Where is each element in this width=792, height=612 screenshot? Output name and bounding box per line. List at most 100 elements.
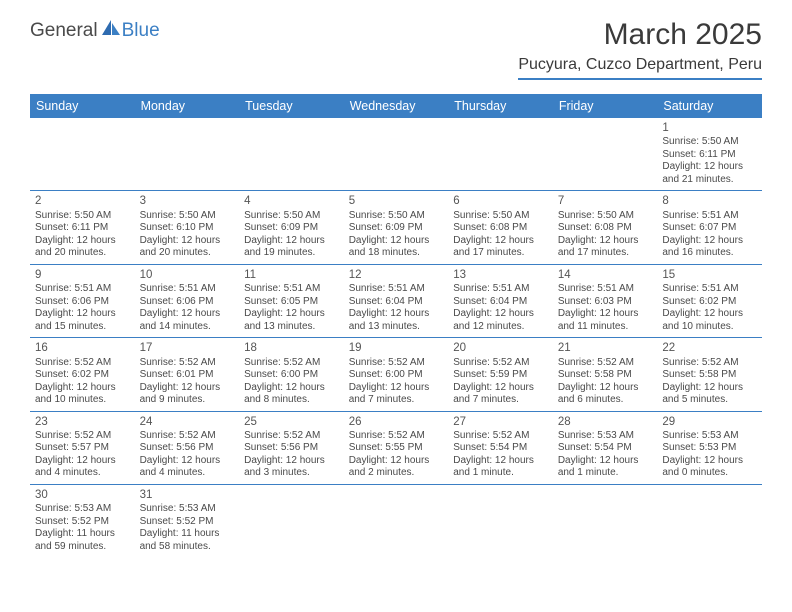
calendar-cell: 9Sunrise: 5:51 AMSunset: 6:06 PMDaylight… [30, 264, 135, 337]
daylight-line: Daylight: 12 hours and 14 minutes. [140, 308, 235, 333]
day-number: 31 [140, 488, 235, 502]
sunset-line: Sunset: 5:52 PM [140, 516, 235, 529]
day-number: 8 [662, 194, 757, 208]
sunset-line: Sunset: 5:52 PM [35, 516, 130, 529]
sunrise-line: Sunrise: 5:52 AM [349, 357, 444, 370]
calendar-cell [239, 118, 344, 191]
day-number: 9 [35, 268, 130, 282]
calendar-cell: 7Sunrise: 5:50 AMSunset: 6:08 PMDaylight… [553, 191, 658, 264]
day-number: 30 [35, 488, 130, 502]
day-header: Saturday [657, 94, 762, 118]
sunrise-line: Sunrise: 5:52 AM [244, 357, 339, 370]
calendar-cell [135, 118, 240, 191]
calendar-cell: 18 Sunrise: 5:52 AMSunset: 6:00 PMDayligh… [239, 338, 344, 411]
sail-icon [100, 18, 122, 43]
daylight-line: Daylight: 12 hours and 17 minutes. [453, 235, 548, 260]
day-number: 22 [662, 341, 757, 355]
sunrise-line: Sunrise: 5:50 AM [35, 210, 130, 223]
sunrise-line: Sunrise: 5:52 AM [140, 430, 235, 443]
sunset-line: Sunset: 6:07 PM [662, 222, 757, 235]
title-block: March 2025 Pucyura, Cuzco Department, Pe… [518, 18, 762, 80]
day-number: 4 [244, 194, 339, 208]
calendar-cell [448, 118, 553, 191]
day-number: 14 [558, 268, 653, 282]
sunrise-line: Sunrise: 5:51 AM [558, 283, 653, 296]
calendar-cell: 1Sunrise: 5:50 AMSunset: 6:11 PMDaylight… [657, 118, 762, 191]
sunrise-line: Sunrise: 5:50 AM [244, 210, 339, 223]
sunrise-line: Sunrise: 5:50 AM [662, 136, 757, 149]
sunrise-line: Sunrise: 5:52 AM [35, 357, 130, 370]
sunset-line: Sunset: 6:05 PM [244, 296, 339, 309]
sunset-line: Sunset: 6:04 PM [453, 296, 548, 309]
daylight-line: Daylight: 12 hours and 9 minutes. [140, 382, 235, 407]
daylight-line: Daylight: 12 hours and 7 minutes. [349, 382, 444, 407]
day-number: 16 [35, 341, 130, 355]
calendar-cell [239, 484, 344, 557]
day-number: 10 [140, 268, 235, 282]
sunrise-line: Sunrise: 5:52 AM [244, 430, 339, 443]
calendar-cell [448, 484, 553, 557]
sunrise-line: Sunrise: 5:51 AM [349, 283, 444, 296]
sunrise-line: Sunrise: 5:50 AM [140, 210, 235, 223]
calendar-cell: 8 Sunrise: 5:51 AMSunset: 6:07 PMDaylight… [657, 191, 762, 264]
calendar-cell: 10Sunrise: 5:51 AMSunset: 6:06 PMDayligh… [135, 264, 240, 337]
daylight-line: Daylight: 12 hours and 15 minutes. [35, 308, 130, 333]
sunset-line: Sunset: 6:01 PM [140, 369, 235, 382]
sunset-line: Sunset: 5:54 PM [453, 442, 548, 455]
calendar-cell: 24Sunrise: 5:52 AMSunset: 5:56 PMDayligh… [135, 411, 240, 484]
day-number: 21 [558, 341, 653, 355]
calendar-cell: 6 Sunrise: 5:50 AMSunset: 6:08 PMDaylight… [448, 191, 553, 264]
sunset-line: Sunset: 6:10 PM [140, 222, 235, 235]
sunset-line: Sunset: 6:04 PM [349, 296, 444, 309]
day-number: 6 [453, 194, 548, 208]
calendar-row: 1Sunrise: 5:50 AMSunset: 6:11 PMDaylight… [30, 118, 762, 191]
calendar-row: 9Sunrise: 5:51 AMSunset: 6:06 PMDaylight… [30, 264, 762, 337]
day-number: 11 [244, 268, 339, 282]
sunset-line: Sunset: 6:00 PM [349, 369, 444, 382]
calendar-cell: 13Sunrise: 5:51 AMSunset: 6:04 PMDayligh… [448, 264, 553, 337]
sunrise-line: Sunrise: 5:50 AM [453, 210, 548, 223]
daylight-line: Daylight: 12 hours and 2 minutes. [349, 455, 444, 480]
calendar-cell: 15Sunrise: 5:51 AMSunset: 6:02 PMDayligh… [657, 264, 762, 337]
day-header: Thursday [448, 94, 553, 118]
sunset-line: Sunset: 5:56 PM [140, 442, 235, 455]
sunset-line: Sunset: 5:53 PM [662, 442, 757, 455]
month-title: March 2025 [518, 18, 762, 52]
location: Pucyura, Cuzco Department, Peru [518, 56, 762, 80]
daylight-line: Daylight: 12 hours and 10 minutes. [35, 382, 130, 407]
day-number: 13 [453, 268, 548, 282]
sunrise-line: Sunrise: 5:51 AM [662, 283, 757, 296]
sunset-line: Sunset: 6:11 PM [35, 222, 130, 235]
sunset-line: Sunset: 6:02 PM [35, 369, 130, 382]
calendar-body: 1Sunrise: 5:50 AMSunset: 6:11 PMDaylight… [30, 118, 762, 557]
sunrise-line: Sunrise: 5:51 AM [453, 283, 548, 296]
sunset-line: Sunset: 6:09 PM [244, 222, 339, 235]
daylight-line: Daylight: 12 hours and 20 minutes. [140, 235, 235, 260]
daylight-line: Daylight: 12 hours and 16 minutes. [662, 235, 757, 260]
sunrise-line: Sunrise: 5:52 AM [349, 430, 444, 443]
daylight-line: Daylight: 12 hours and 18 minutes. [349, 235, 444, 260]
calendar-cell [344, 118, 449, 191]
day-number: 5 [349, 194, 444, 208]
sunset-line: Sunset: 6:08 PM [453, 222, 548, 235]
sunset-line: Sunset: 6:06 PM [35, 296, 130, 309]
sunset-line: Sunset: 6:00 PM [244, 369, 339, 382]
day-number: 20 [453, 341, 548, 355]
calendar-row: 23Sunrise: 5:52 AMSunset: 5:57 PMDayligh… [30, 411, 762, 484]
sunrise-line: Sunrise: 5:51 AM [662, 210, 757, 223]
day-number: 19 [349, 341, 444, 355]
daylight-line: Daylight: 12 hours and 12 minutes. [453, 308, 548, 333]
sunrise-line: Sunrise: 5:50 AM [349, 210, 444, 223]
calendar-cell: 2Sunrise: 5:50 AMSunset: 6:11 PMDaylight… [30, 191, 135, 264]
sunset-line: Sunset: 6:02 PM [662, 296, 757, 309]
sunrise-line: Sunrise: 5:52 AM [453, 357, 548, 370]
day-number: 18 [244, 341, 339, 355]
calendar-cell: 21Sunrise: 5:52 AMSunset: 5:58 PMDayligh… [553, 338, 658, 411]
daylight-line: Daylight: 12 hours and 8 minutes. [244, 382, 339, 407]
day-number: 26 [349, 415, 444, 429]
day-number: 1 [662, 121, 757, 135]
calendar-cell [344, 484, 449, 557]
calendar-row: 16Sunrise: 5:52 AMSunset: 6:02 PMDayligh… [30, 338, 762, 411]
day-header: Friday [553, 94, 658, 118]
day-header: Sunday [30, 94, 135, 118]
